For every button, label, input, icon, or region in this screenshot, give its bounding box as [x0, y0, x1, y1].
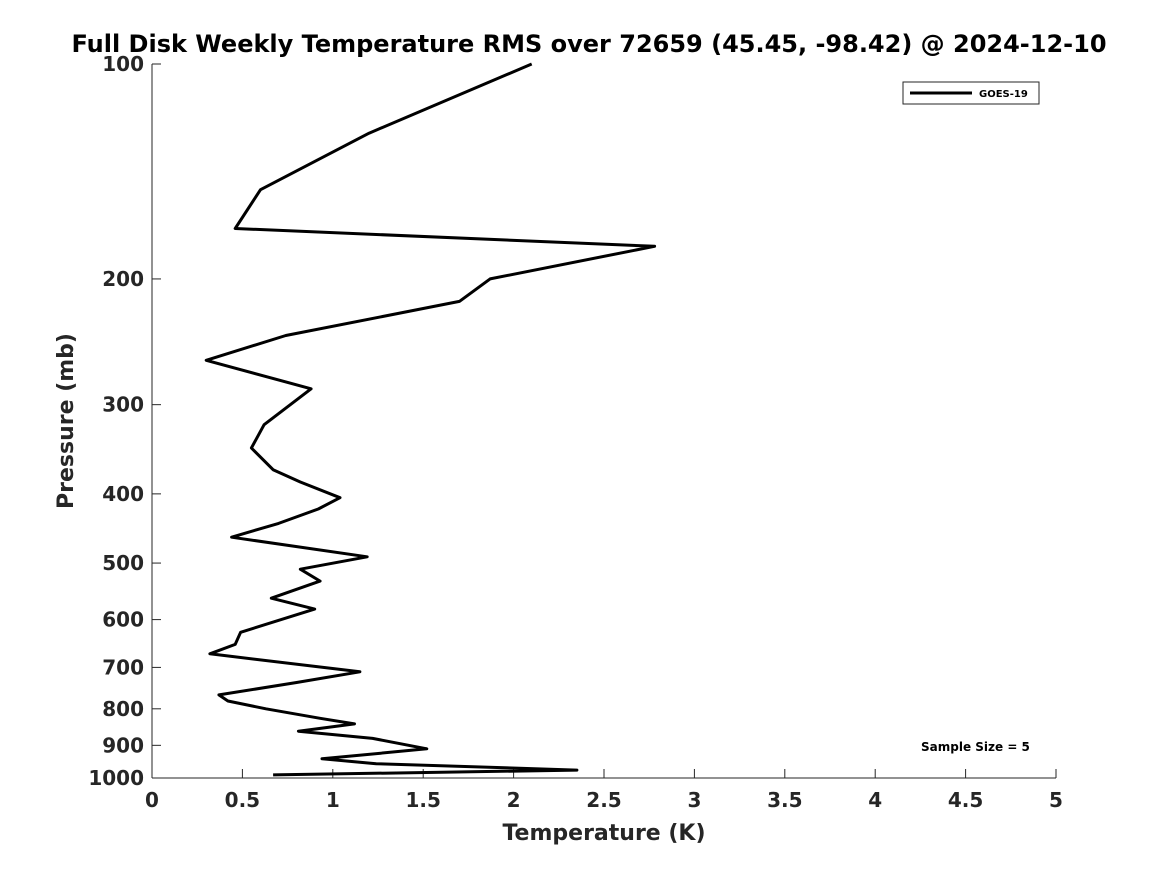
y-tick-label: 700 — [102, 655, 144, 679]
y-tick-label: 300 — [102, 393, 144, 417]
x-axis-label: Temperature (K) — [502, 821, 705, 846]
y-tick-label: 800 — [102, 697, 144, 721]
x-tick-label: 2.5 — [586, 788, 621, 812]
legend-entry-goes-19: GOES-19 — [979, 89, 1028, 100]
series-line-goes-19 — [204, 62, 657, 777]
series-layer — [204, 62, 657, 777]
x-tick-label: 5 — [1049, 788, 1063, 812]
y-tick-label: 500 — [102, 551, 144, 575]
legend: GOES-19 — [902, 81, 1040, 105]
y-axis-label: Pressure (mb) — [54, 333, 79, 509]
x-tick-label: 4 — [868, 788, 882, 812]
y-tick-label: 200 — [102, 267, 144, 291]
x-tick-label: 3.5 — [767, 788, 802, 812]
y-tick-label: 100 — [102, 52, 144, 76]
x-tick-label: 0.5 — [225, 788, 260, 812]
y-tick-label: 1000 — [88, 766, 144, 790]
chart-title: Full Disk Weekly Temperature RMS over 72… — [71, 30, 1106, 58]
y-tick-label: 900 — [102, 733, 144, 757]
x-tick-label: 1.5 — [405, 788, 440, 812]
x-axis-ticks: 0 0.5 1 1.5 2 2.5 3 3.5 4 4.5 5 — [145, 769, 1063, 812]
y-axis-ticks: 100 200 300 400 500 600 700 800 900 1000 — [88, 52, 161, 790]
x-tick-label: 0 — [145, 788, 159, 812]
plot-frame — [151, 64, 1056, 779]
x-tick-label: 1 — [326, 788, 340, 812]
sample-size-annotation: Sample Size = 5 — [921, 740, 1030, 754]
y-tick-label: 600 — [102, 608, 144, 632]
y-tick-label: 400 — [102, 482, 144, 506]
x-tick-label: 4.5 — [948, 788, 983, 812]
x-tick-label: 2 — [507, 788, 521, 812]
x-tick-label: 3 — [687, 788, 701, 812]
